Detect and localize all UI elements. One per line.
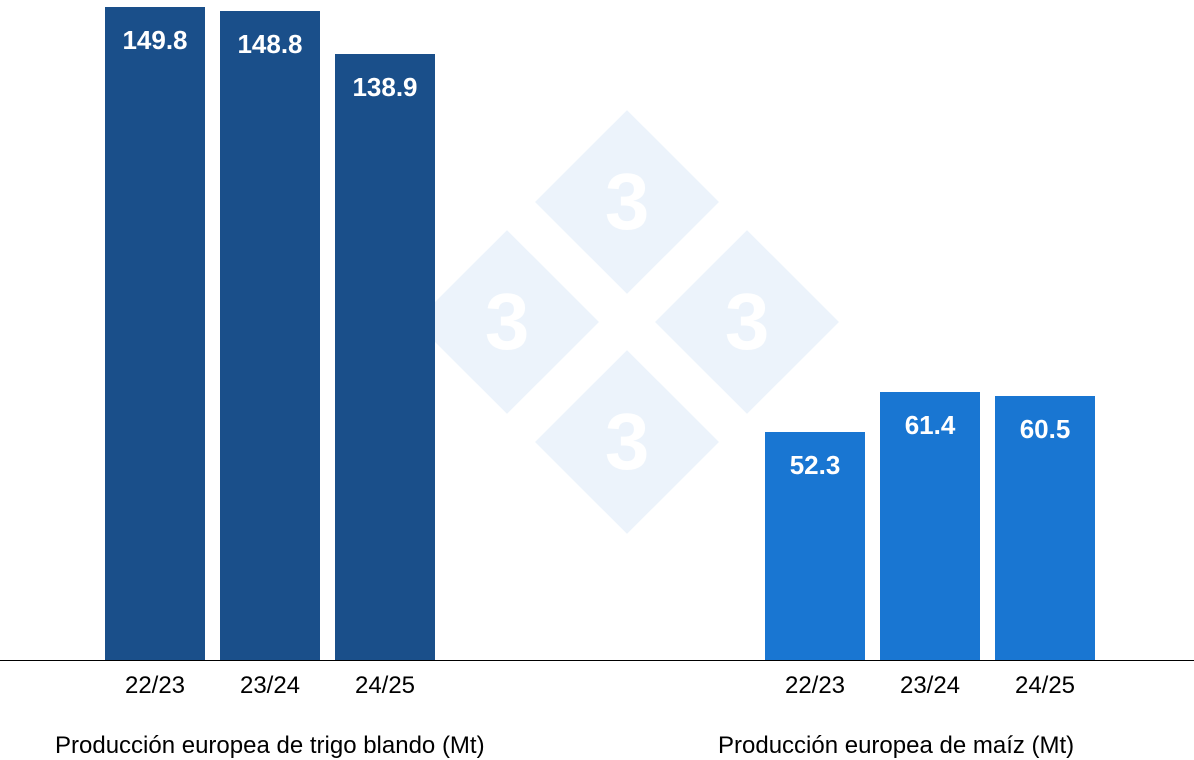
bar-value-label: 61.4 <box>880 410 980 441</box>
watermark-333: 3333 <box>457 212 737 492</box>
x-axis-baseline <box>0 660 1194 661</box>
bar-value-label: 149.8 <box>105 25 205 56</box>
x-axis-label: 23/24 <box>870 672 990 700</box>
x-axis-label: 22/23 <box>755 672 875 700</box>
bar: 52.3 <box>765 432 865 660</box>
x-axis-label: 24/25 <box>325 672 445 700</box>
bar: 149.8 <box>105 7 205 660</box>
bar-chart: 3333 149.8 22/23 148.8 23/24 138.9 24/25 Produ… <box>0 0 1194 760</box>
x-axis-label: 24/25 <box>985 672 1105 700</box>
group-title: Producción europea de maíz (Mt) <box>718 732 1138 760</box>
x-axis-label: 23/24 <box>210 672 330 700</box>
group-title: Producción europea de trigo blando (Mt) <box>55 732 535 760</box>
bar: 148.8 <box>220 11 320 660</box>
bar-value-label: 52.3 <box>765 450 865 481</box>
bar-value-label: 60.5 <box>995 414 1095 445</box>
bar: 138.9 <box>335 54 435 660</box>
bar: 60.5 <box>995 396 1095 660</box>
bar-value-label: 148.8 <box>220 29 320 60</box>
x-axis-label: 22/23 <box>95 672 215 700</box>
bar: 61.4 <box>880 392 980 660</box>
bar-value-label: 138.9 <box>335 72 435 103</box>
